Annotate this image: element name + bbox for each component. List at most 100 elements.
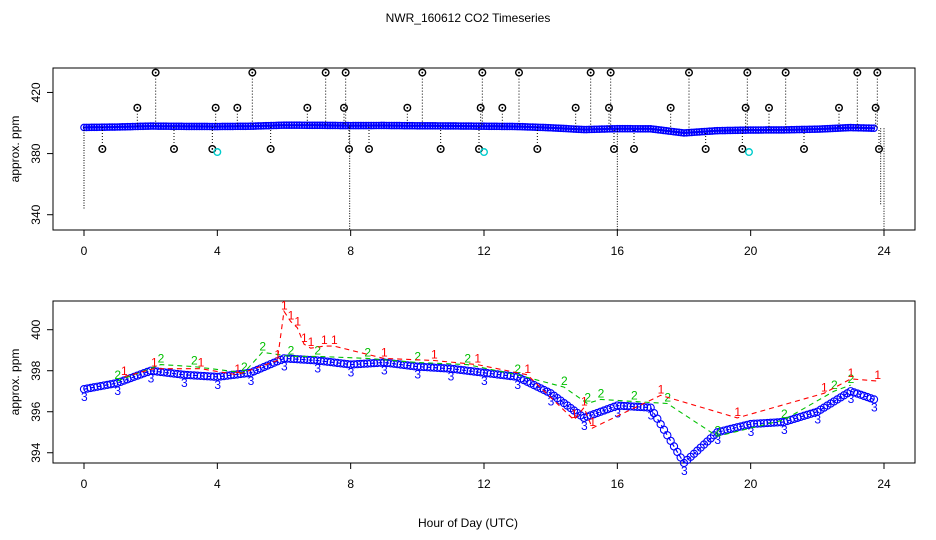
bottom-series-3-label: 3: [448, 370, 455, 384]
top-series-point: [739, 126, 747, 134]
top-series-point: [408, 121, 417, 130]
top-series-point: [728, 126, 737, 135]
bottom-series-3-point: [643, 403, 652, 412]
top-series-point: [759, 126, 768, 134]
top-series-point: [690, 128, 699, 137]
bottom-series-3-line: [83, 357, 875, 464]
top-series-point: [323, 121, 332, 130]
top-flag-low-point: [875, 144, 884, 153]
top-series-point: [139, 122, 147, 131]
top-series-point: [628, 124, 637, 133]
top-flag-low-point: [533, 144, 542, 153]
top-series-point: [349, 121, 358, 130]
bottom-series-1-label: 1: [571, 407, 578, 421]
top-series-point: [303, 121, 311, 130]
top-series-point: [364, 121, 373, 130]
top-series-point: [300, 121, 309, 130]
top-flag-high-point-center: [421, 71, 424, 74]
top-series-point: [541, 123, 550, 132]
top-flag-high-point-center: [518, 71, 520, 74]
top-series-point: [105, 123, 114, 131]
top-series-point: [705, 127, 714, 135]
top-y-tick-label: 340: [29, 204, 43, 224]
top-series-point: [482, 122, 491, 131]
bottom-series-2-label: 2: [598, 386, 605, 400]
top-series-point: [413, 121, 422, 130]
top-flag-high-point: [403, 103, 412, 112]
top-series-point: [769, 126, 778, 134]
top-series-point: [326, 121, 334, 130]
top-series-point: [82, 123, 91, 132]
top-series-point: [654, 125, 663, 134]
bottom-series-1-label: 1: [234, 362, 241, 376]
top-series-point: [469, 122, 478, 130]
top-series-point: [782, 126, 791, 134]
top-series-point: [487, 122, 496, 131]
top-series-point: [428, 122, 437, 130]
top-flag-low-point: [630, 144, 639, 153]
top-flag-high-point-center: [306, 106, 309, 109]
top-series-point: [762, 126, 770, 134]
top-series-point: [649, 125, 658, 133]
bottom-x-tick-label: 16: [611, 477, 625, 491]
top-flag-high-point: [418, 68, 427, 77]
top-flag-high-point-center: [406, 106, 409, 109]
top-series-point: [308, 121, 317, 130]
top-flag-high-point-center: [574, 106, 577, 109]
top-series-point: [431, 122, 440, 130]
top-series-point: [234, 122, 242, 131]
top-flag-high-point: [571, 103, 580, 112]
top-series-point: [380, 121, 388, 130]
top-series-point: [398, 121, 406, 130]
top-series-point: [131, 122, 140, 131]
top-flag-high-point-center: [856, 71, 859, 74]
top-series-point: [554, 124, 563, 132]
top-series-point: [657, 126, 665, 134]
top-series-point: [444, 122, 452, 130]
top-series-point: [723, 126, 732, 135]
top-series-point: [87, 123, 96, 132]
top-flag-high-point-center: [746, 71, 749, 74]
top-flag-high-point: [151, 68, 160, 77]
top-series-point: [310, 121, 319, 130]
top-series-point: [603, 125, 611, 133]
top-series-point: [562, 124, 570, 133]
bottom-series-1-label: 1: [658, 382, 665, 396]
top-flag-low-point-center: [741, 148, 744, 150]
top-series-point: [564, 124, 573, 133]
top-series-point: [123, 122, 132, 131]
top-series-point: [190, 122, 199, 131]
bottom-series-3-point: [869, 395, 879, 404]
top-series-point: [434, 122, 442, 130]
top-series-point: [100, 123, 109, 131]
bottom-series-3-label: 3: [548, 394, 555, 408]
top-flag-low-point-center: [633, 148, 635, 150]
top-series-point: [339, 121, 347, 130]
top-series-point: [831, 124, 840, 133]
top-series-point: [675, 128, 683, 137]
top-series-point: [480, 122, 488, 131]
bottom-series-3-label: 3: [381, 364, 388, 378]
top-flag-high-point: [781, 68, 790, 77]
top-series-point: [862, 124, 871, 132]
bottom-series-3-label: 3: [148, 372, 155, 386]
top-series-point: [377, 121, 386, 130]
bottom-series-3-label: 3: [181, 376, 188, 390]
top-x-tick-label: 0: [81, 244, 88, 258]
top-flag-high-point-center: [501, 106, 504, 109]
top-series-point: [213, 122, 222, 131]
bottom-series-1-label: 1: [321, 333, 328, 347]
top-series-point: [146, 122, 155, 130]
top-flag-high-point-center: [343, 106, 345, 109]
top-flag-high-point: [478, 68, 487, 77]
top-series-point: [865, 124, 873, 132]
top-series-point: [795, 125, 804, 134]
top-series-point: [672, 128, 681, 136]
bottom-series-3-label: 3: [648, 409, 655, 423]
top-series-point: [154, 122, 163, 130]
top-series-point: [157, 122, 165, 130]
top-series-point: [693, 128, 701, 136]
top-series-point: [200, 122, 209, 131]
bottom-series-1-label: 1: [294, 315, 301, 329]
